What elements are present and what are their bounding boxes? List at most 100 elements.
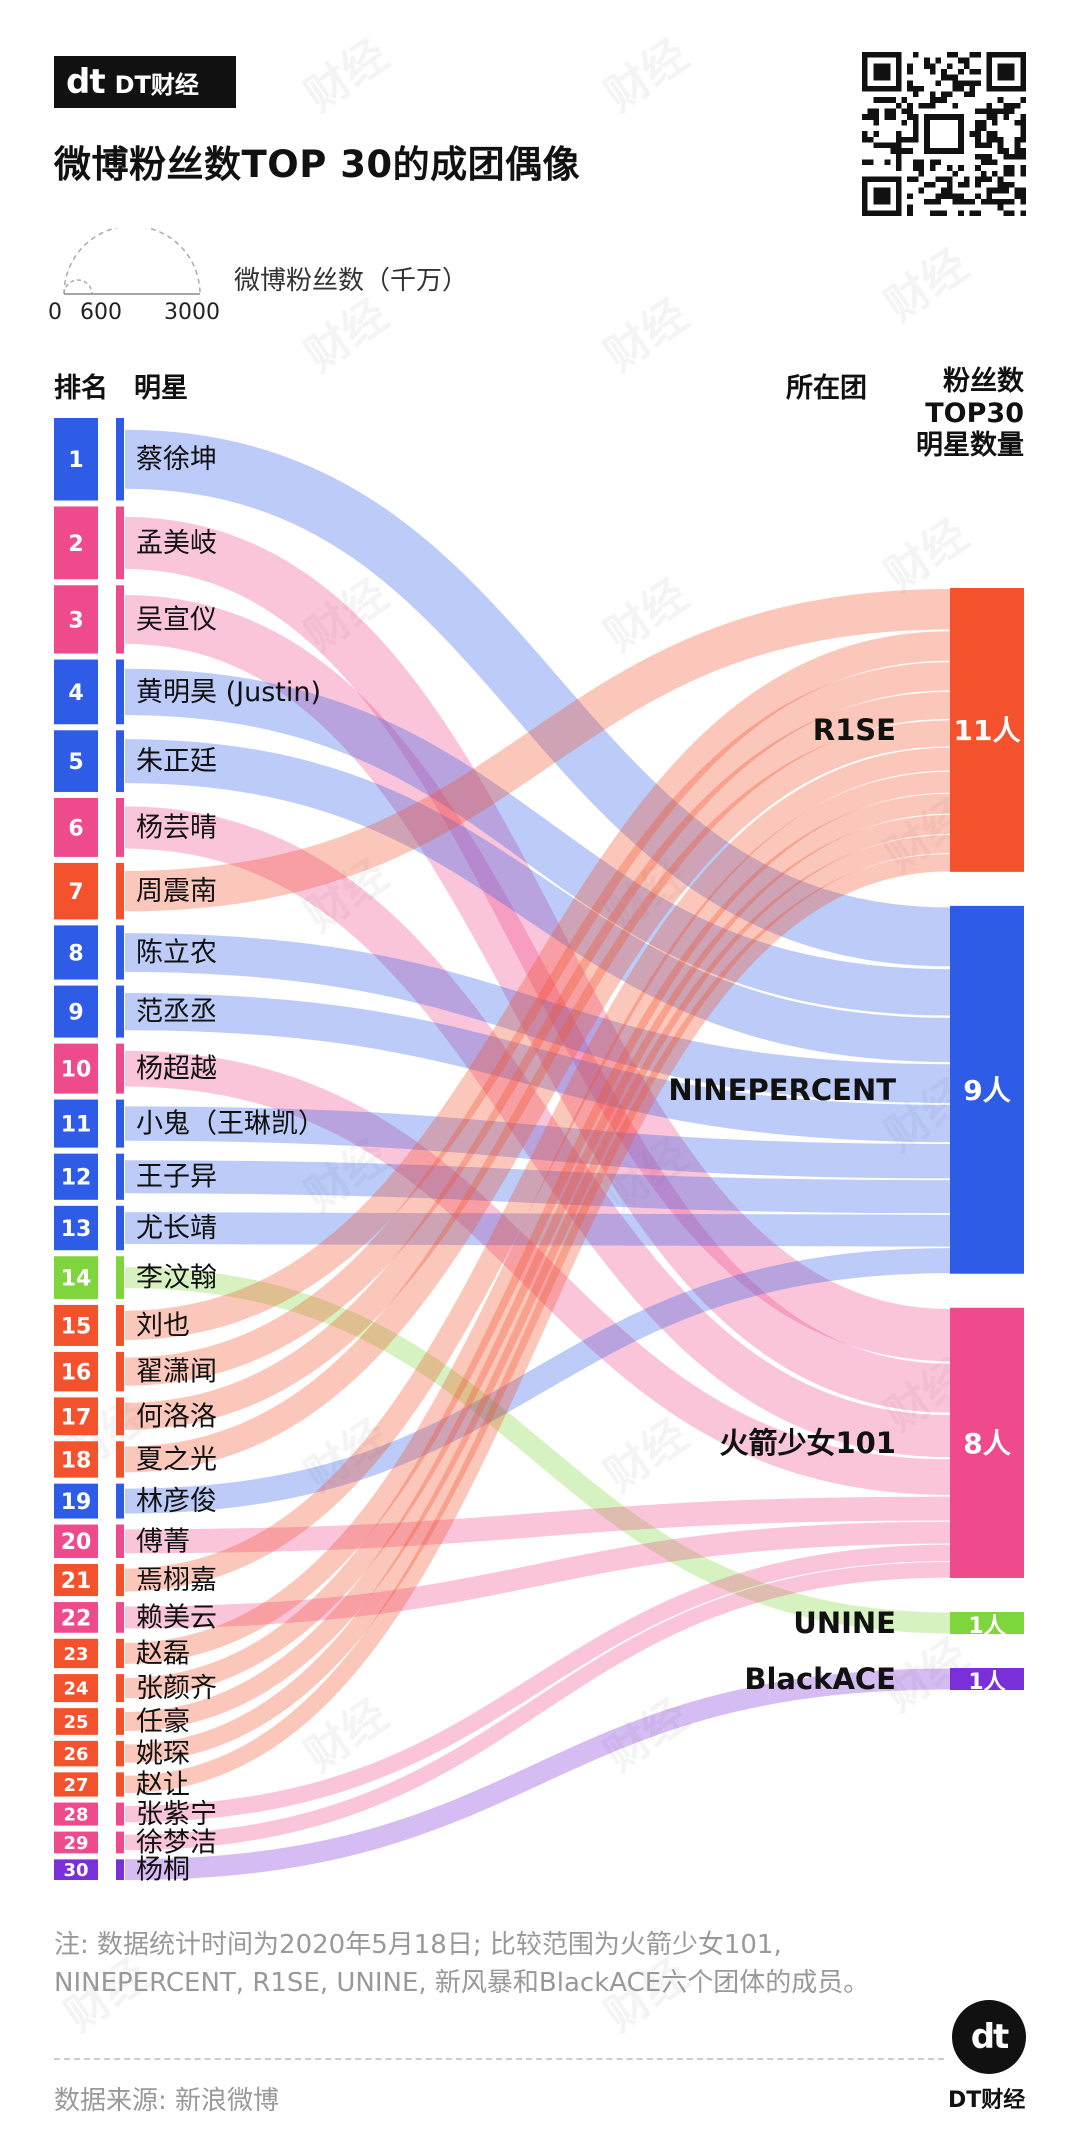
flow-link (124, 771, 951, 1664)
star-name: 杨超越 (136, 1054, 217, 1085)
rank-box (54, 862, 98, 920)
scale-tick-600: 600 (80, 300, 122, 325)
rank-box (54, 730, 98, 792)
flow-link (124, 1521, 951, 1629)
flow-link (124, 691, 951, 1430)
rank-label: 7 (68, 880, 83, 905)
star-bar (116, 1441, 124, 1478)
scale-tick-3000: 3000 (164, 300, 220, 325)
rank-label: 6 (68, 816, 83, 841)
group-name: BlackACE (744, 1662, 896, 1696)
star-name: 刘也 (136, 1310, 190, 1341)
star-name: 孟美岐 (136, 528, 217, 559)
rank-label: 22 (61, 1606, 92, 1631)
rank-box (54, 1564, 98, 1597)
group-bar (950, 1612, 1024, 1634)
group-count-label: 11人 (954, 714, 1021, 747)
group-bar (950, 905, 1024, 1274)
star-name: 朱正廷 (136, 746, 217, 777)
flow-link (124, 1496, 951, 1554)
group-name: UNINE (793, 1606, 896, 1640)
group-bar (950, 1307, 1024, 1578)
star-bar (116, 1859, 124, 1880)
star-bar (116, 585, 124, 654)
rank-box (54, 506, 98, 580)
rank-box (54, 1802, 98, 1826)
brand-logo: dt DT财经 (54, 56, 236, 108)
rank-label: 9 (68, 1001, 83, 1026)
star-name: 张紫宁 (136, 1799, 217, 1830)
rank-label: 12 (61, 1166, 92, 1191)
rank-box (54, 1397, 98, 1436)
flow-link (124, 834, 951, 1763)
rank-label: 10 (61, 1058, 92, 1083)
legend-label: 微博粉丝数（千万） (234, 266, 469, 296)
rank-box (54, 1441, 98, 1478)
rank-label: 20 (61, 1530, 92, 1555)
group-count-label: 8人 (963, 1427, 1010, 1460)
chart-title: 微博粉丝数TOP 30的成团偶像 (54, 143, 581, 186)
group-name: NINEPERCENT (668, 1073, 896, 1107)
rank-label: 8 (68, 941, 83, 966)
sankey-chart: 1 蔡徐坤 2 孟美岐 3 吴宣仪 4 黄明昊 (Justin) 5 朱正廷 6 杨芸晴 7 周震南 8 陈立… (54, 418, 1024, 1886)
flow-link (124, 1544, 951, 1823)
star-bar (116, 1099, 124, 1148)
star-name: 吴宣仪 (136, 604, 217, 635)
star-name: 傅菁 (136, 1526, 190, 1557)
flow-link (124, 1106, 951, 1179)
star-name: 夏之光 (136, 1444, 217, 1475)
rank-label: 14 (61, 1266, 92, 1291)
rank-label: 23 (63, 1644, 88, 1665)
star-bar (116, 1483, 124, 1519)
rank-box (54, 1524, 98, 1559)
rank-box (54, 985, 98, 1038)
star-bar (116, 1602, 124, 1633)
flow-link (124, 814, 951, 1732)
star-name: 李汶翰 (136, 1263, 217, 1294)
star-bar (116, 1304, 124, 1346)
group-count-label: 9人 (963, 1074, 1010, 1107)
rank-label: 11 (61, 1113, 92, 1138)
star-bar (116, 1351, 124, 1392)
star-bar (116, 506, 124, 580)
star-name: 杨桐 (136, 1855, 190, 1886)
star-bar (116, 1043, 124, 1094)
group-header: 所在团 (786, 373, 867, 404)
rank-label: 2 (68, 532, 83, 557)
star-bar (116, 1740, 124, 1767)
group-bar (950, 1668, 1024, 1690)
rank-label: 28 (63, 1805, 88, 1826)
flow-link (124, 1668, 951, 1881)
flow-link (124, 1050, 951, 1496)
rank-box (54, 797, 98, 857)
star-bar (116, 1153, 124, 1200)
footnote-line2: NINEPERCENT, R1SE, UNINE, 新风暴和BlackACE六个… (54, 1968, 870, 1998)
flow-link (124, 793, 951, 1699)
rank-label: 25 (63, 1712, 88, 1733)
footnote-line1: 注: 数据统计时间为2020年5月18日; 比较范围为火箭少女101, (54, 1930, 782, 1960)
count-header-line3: 明星数量 (916, 430, 1024, 461)
rank-label: 27 (63, 1775, 88, 1796)
rank-label: 19 (61, 1490, 92, 1515)
star-name: 焉栩嘉 (136, 1565, 217, 1596)
rank-label: 30 (63, 1860, 88, 1881)
size-legend (63, 228, 201, 295)
rank-box (54, 1674, 98, 1703)
star-bar (116, 659, 124, 725)
flow-link (124, 806, 951, 1458)
flow-link (124, 1212, 951, 1247)
star-bar (116, 925, 124, 980)
rank-box (54, 1256, 98, 1299)
star-name: 翟潇闻 (136, 1357, 217, 1388)
flow-link (124, 1267, 951, 1634)
star-header: 明星 (134, 373, 188, 404)
rank-box (54, 925, 98, 980)
count-header-line1: 粉丝数 (943, 366, 1024, 397)
star-name: 赵磊 (136, 1638, 190, 1669)
flow-link (124, 1248, 951, 1514)
flow-link (124, 595, 951, 1413)
flow-link (124, 668, 951, 1016)
star-bar (116, 1772, 124, 1797)
star-name: 王子异 (136, 1162, 217, 1193)
rank-box (54, 1602, 98, 1633)
